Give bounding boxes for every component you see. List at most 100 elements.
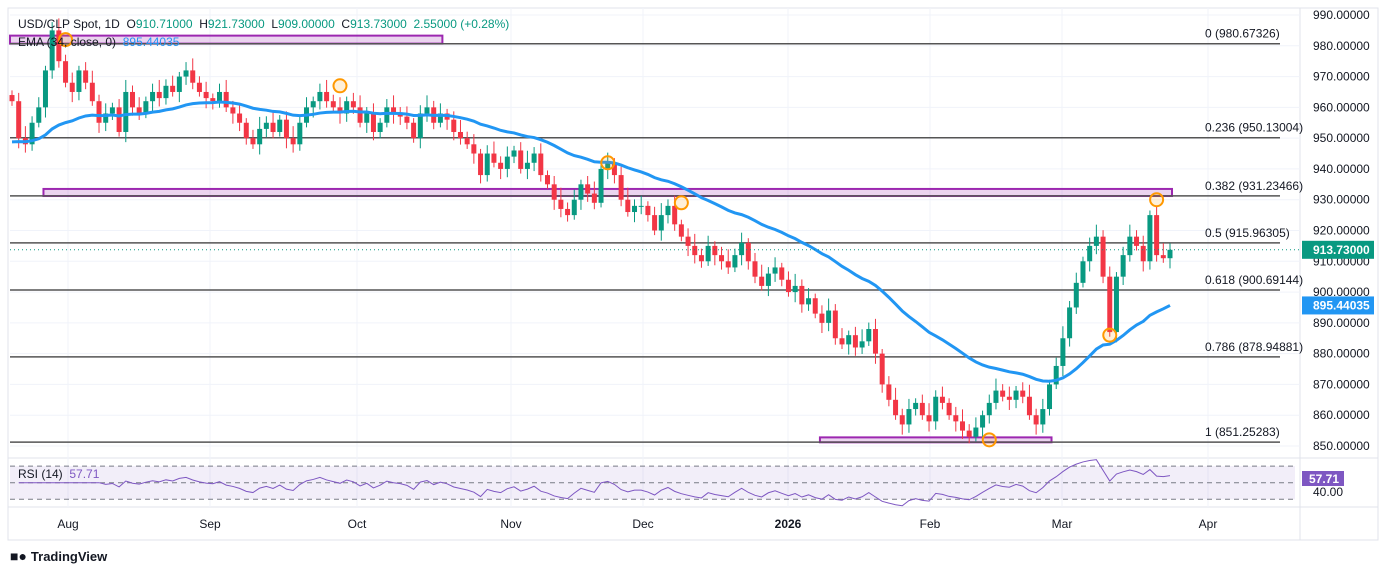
candle-body xyxy=(350,101,356,108)
candle-body xyxy=(384,107,390,123)
candle-body xyxy=(1113,276,1119,333)
candle-body xyxy=(109,107,115,114)
x-tick-label: Aug xyxy=(57,517,78,531)
candle-body xyxy=(518,150,524,169)
candle-body xyxy=(618,175,624,200)
candle-body xyxy=(1093,236,1099,246)
candle-body xyxy=(1134,236,1140,246)
candle-body xyxy=(504,156,510,169)
candle-body xyxy=(190,70,196,83)
logo-text: TradingView xyxy=(30,548,108,564)
candle-body xyxy=(1053,365,1059,385)
candle-body xyxy=(826,310,832,323)
candle-body xyxy=(1167,249,1173,259)
candle-body xyxy=(611,162,617,176)
candle-body xyxy=(478,153,484,176)
y-tick-label: 990.00000 xyxy=(1313,8,1370,22)
x-tick-label: Feb xyxy=(920,517,941,531)
candle-body xyxy=(852,335,858,348)
candle-body xyxy=(411,122,417,139)
rsi-legend[interactable]: RSI (14) 57.71 xyxy=(18,467,99,481)
candle-body xyxy=(765,273,771,286)
candle-body xyxy=(143,101,149,114)
candle-body xyxy=(832,310,838,339)
y-tick-label: 930.00000 xyxy=(1313,193,1370,207)
candle-body xyxy=(230,107,236,114)
close-label: C xyxy=(341,17,351,31)
candle-body xyxy=(872,329,878,354)
candle-body xyxy=(698,255,704,262)
candle-body xyxy=(183,70,189,77)
x-tick-label: Dec xyxy=(632,517,653,531)
candle-body xyxy=(531,153,537,163)
candle-body xyxy=(337,107,343,114)
candle-body xyxy=(83,70,89,83)
candle-body xyxy=(913,402,919,410)
candle-body xyxy=(544,175,550,185)
candle-body xyxy=(176,76,182,92)
candle-body xyxy=(424,107,430,114)
candle-body xyxy=(103,113,109,123)
candle-body xyxy=(558,199,564,209)
high-label: H xyxy=(199,17,208,31)
candle-body xyxy=(1000,390,1006,397)
swing-point-marker xyxy=(1102,327,1118,343)
candle-body xyxy=(538,153,544,176)
candle-body xyxy=(404,116,410,123)
candle-body xyxy=(658,215,664,231)
candle-body xyxy=(712,245,718,256)
fib-level-label: 0 (980.67326) xyxy=(1205,27,1280,41)
ema-legend[interactable]: EMA (34, close, 0) 895.44035 xyxy=(18,35,179,49)
candle-body xyxy=(1120,255,1126,277)
low-value: 909.00000 xyxy=(278,17,335,31)
candle-body xyxy=(69,82,75,92)
candle-body xyxy=(524,162,530,169)
candle-body xyxy=(866,329,872,342)
candle-body xyxy=(63,61,69,83)
candle-body xyxy=(96,101,102,123)
fib-level-label: 0.786 (878.94881) xyxy=(1205,340,1303,354)
x-tick-label: Apr xyxy=(1199,517,1218,531)
candle-body xyxy=(391,107,397,114)
ohlc-legend: USD/CLP Spot, 1D O910.71000 H921.73000 L… xyxy=(18,17,509,31)
swing-point-marker xyxy=(58,32,74,48)
candle-body xyxy=(692,245,698,256)
chart-frame xyxy=(7,7,1379,541)
candle-body xyxy=(1006,396,1012,400)
y-tick-label: 980.00000 xyxy=(1313,39,1370,53)
candle-body xyxy=(1060,338,1066,366)
swing-point-marker xyxy=(1149,192,1165,208)
candle-body xyxy=(203,91,209,99)
y-tick-label: 870.00000 xyxy=(1313,377,1370,391)
candle-body xyxy=(578,184,584,200)
candle-body xyxy=(1147,215,1153,262)
candle-body xyxy=(297,122,303,145)
candle-body xyxy=(926,415,932,422)
y-tick-label: 890.00000 xyxy=(1313,316,1370,330)
candle-body xyxy=(645,205,651,216)
tradingview-logo-icon: ■● xyxy=(10,548,27,564)
swing-point-marker xyxy=(981,432,997,448)
x-tick-label: Oct xyxy=(348,517,367,531)
candle-body xyxy=(317,91,323,102)
candle-body xyxy=(217,91,223,102)
symbol-label[interactable]: USD/CLP Spot, 1D xyxy=(18,17,120,31)
candle-body xyxy=(491,153,497,163)
candle-body xyxy=(732,255,738,268)
candle-body xyxy=(551,184,557,200)
candle-body xyxy=(357,107,363,123)
candle-body xyxy=(324,91,330,102)
current-price-label: 913.73000 xyxy=(1313,243,1370,257)
candle-body xyxy=(946,402,952,416)
rsi-legend-label: RSI (14) xyxy=(18,467,63,481)
candle-body xyxy=(792,285,798,293)
candle-body xyxy=(1040,409,1046,425)
candle-body xyxy=(799,285,805,305)
candle-body xyxy=(283,119,289,139)
candle-body xyxy=(879,353,885,385)
y-tick-label: 940.00000 xyxy=(1313,162,1370,176)
tradingview-logo[interactable]: ■● TradingView xyxy=(10,548,107,564)
candle-body xyxy=(1020,390,1026,397)
